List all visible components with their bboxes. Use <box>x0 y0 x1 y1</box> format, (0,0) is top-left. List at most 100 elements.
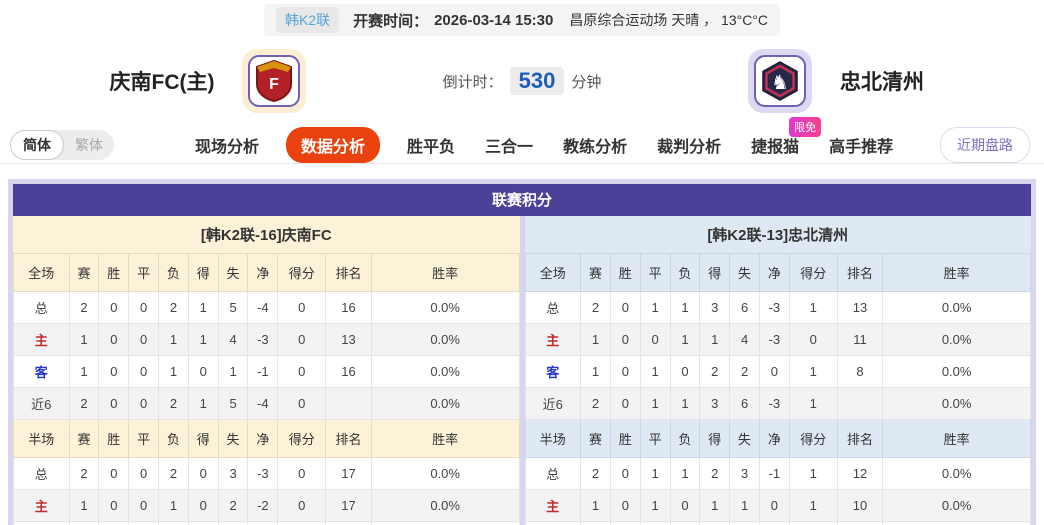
nav-tab-6[interactable]: 捷报猫 限免 <box>751 116 822 162</box>
home-crest-icon: F <box>248 55 301 107</box>
stat-cell: 0.0% <box>882 291 1031 324</box>
stat-cell: 1 <box>158 323 189 356</box>
row-label: 近6 <box>524 387 582 420</box>
stat-cell: 0 <box>669 489 701 522</box>
section-title-home: [韩K2联-16]庆南FC <box>13 216 520 253</box>
stat-cell: 0 <box>609 387 641 420</box>
match-info-pill: 韩K2联 开赛时间： 2026-03-14 15:30 昌原综合运动场 天晴 ，… <box>263 4 781 36</box>
stat-cell: 1 <box>669 387 701 420</box>
stat-row: 总 2 0 0 2 0 3 -3 0 17 0.0% <box>13 457 520 490</box>
stat-cell: 1 <box>669 323 701 356</box>
away-team: ♞ 忠北清州 <box>628 49 1044 113</box>
stat-header-cell: 平 <box>639 419 671 458</box>
stat-header-cell: 得 <box>699 419 731 458</box>
stat-row: 近6 2 0 0 2 1 5 -4 0 0.0% <box>13 387 520 420</box>
team-table-home: [韩K2联-16]庆南FC 全场赛胜平负得失净得分 排名 胜率总 2 0 0 2 1 5 -4 0 16… <box>13 216 520 525</box>
stat-header-cell: 失 <box>729 253 760 292</box>
stat-cell: 0 <box>128 323 160 356</box>
stat-cell: 2 <box>729 355 760 388</box>
stat-cell: 4 <box>217 323 249 356</box>
stat-cell: 5 <box>217 291 249 324</box>
stat-cell: 1 <box>699 521 731 525</box>
away-crest-icon: ♞ <box>754 55 806 107</box>
stat-cell: 4 <box>729 323 760 356</box>
stat-cell: 0 <box>98 457 130 490</box>
stat-cell: 2 <box>217 489 249 522</box>
league-badge[interactable]: 韩K2联 <box>275 7 340 33</box>
stat-header-cell: 胜 <box>609 253 641 292</box>
stat-row: 客 1 0 1 0 2 2 0 1 8 0.0% <box>524 355 1031 388</box>
stat-header-cell: 半场 <box>13 419 70 458</box>
stat-row: 客100112-10100.0% <box>524 521 1031 525</box>
stat-cell: 1 <box>639 291 671 324</box>
stat-cell: 1 <box>187 387 219 420</box>
stat-header-cell: 得分 <box>277 253 327 292</box>
stat-row: 主 1 0 0 1 0 2 -2 0 17 0.0% <box>13 489 520 522</box>
stat-row: 主 1 0 0 1 1 4 -3 0 13 0.0% <box>13 323 520 356</box>
stat-cell: 0.0% <box>882 521 1031 525</box>
stat-cell: -3 <box>247 457 279 490</box>
stat-cell: 0.0% <box>882 457 1031 490</box>
stat-cell: 1 <box>187 291 219 324</box>
stat-cell: -1 <box>758 457 790 490</box>
stat-header-cell: 得分 <box>277 419 327 458</box>
stat-cell: 13 <box>325 323 372 356</box>
stat-header-cell: 胜率 <box>882 253 1031 292</box>
stat-cell: 10 <box>836 489 884 522</box>
stat-cell: 16 <box>325 291 372 324</box>
stat-cell: 2 <box>158 457 189 490</box>
stat-cell: 12 <box>836 457 884 490</box>
lang-traditional-button[interactable]: 繁体 <box>75 136 103 153</box>
nav-tab-4[interactable]: 教练分析 <box>563 138 628 156</box>
stat-cell: 1 <box>699 489 731 522</box>
stat-cell: 0 <box>277 457 327 490</box>
stat-header-cell: 负 <box>669 419 701 458</box>
stat-cell: 0 <box>98 387 130 420</box>
stat-header-cell: 赛 <box>580 253 611 292</box>
nav-tab-2[interactable]: 胜平负 <box>407 138 456 156</box>
stat-header-row: 半场赛胜平负得失净得分 排名 胜率 <box>524 419 1031 458</box>
stat-header-cell: 胜率 <box>370 253 520 292</box>
svg-text:♞: ♞ <box>771 70 789 94</box>
lang-simplified-button[interactable]: 简体 <box>10 129 64 160</box>
nav-tab-3[interactable]: 三合一 <box>485 138 534 156</box>
recent-handicap-button[interactable]: 近期盘路 <box>940 126 1030 163</box>
stat-header-cell: 胜 <box>98 253 130 292</box>
venue-weather: 昌原综合运动场 天晴 ， 13°C°C <box>569 12 769 28</box>
row-label: 总 <box>524 457 582 490</box>
stat-header-cell: 净 <box>758 253 790 292</box>
stat-cell: 1 <box>158 355 189 388</box>
stat-header-cell: 全场 <box>524 253 582 292</box>
nav-tab-0[interactable]: 现场分析 <box>195 138 260 156</box>
stat-cell: 1 <box>788 457 838 490</box>
section-title-away: [韩K2联-13]忠北清州 <box>524 216 1031 253</box>
nav-tab-7[interactable]: 高手推荐 <box>829 138 894 156</box>
stat-cell: 1 <box>639 387 671 420</box>
stat-cell: 3 <box>699 291 731 324</box>
stat-row: 客 1 0 0 1 0 1 -1 0 16 0.0% <box>13 355 520 388</box>
nav-tab-1[interactable]: 数据分析 <box>286 126 381 163</box>
stat-header-cell: 平 <box>639 253 671 292</box>
nav-tab-5[interactable]: 裁判分析 <box>657 138 722 156</box>
stat-cell: 0.0% <box>882 355 1031 388</box>
row-label: 客 <box>524 355 582 388</box>
countdown-unit: 分钟 <box>571 73 602 91</box>
stat-cell: 0 <box>98 291 130 324</box>
stat-cell: 16 <box>325 355 372 388</box>
row-label: 主 <box>13 489 70 522</box>
stat-cell: 0 <box>609 457 641 490</box>
stat-cell: 1 <box>68 521 100 525</box>
stat-cell: 1 <box>158 489 189 522</box>
row-label: 主 <box>524 323 582 356</box>
stat-cell: 11 <box>836 323 884 356</box>
stat-header-cell: 排名 <box>325 253 372 292</box>
stat-header-cell: 半场 <box>524 419 582 458</box>
stat-cell: 1 <box>669 291 701 324</box>
kickoff-label: 开赛时间： <box>353 12 429 30</box>
stat-cell: 0.0% <box>370 489 520 522</box>
stat-cell: 0 <box>788 323 838 356</box>
row-label: 总 <box>524 291 582 324</box>
stat-cell: 1 <box>217 355 249 388</box>
countdown: 倒计时： 530 分钟 <box>416 67 628 95</box>
stat-cell: 0 <box>187 489 219 522</box>
